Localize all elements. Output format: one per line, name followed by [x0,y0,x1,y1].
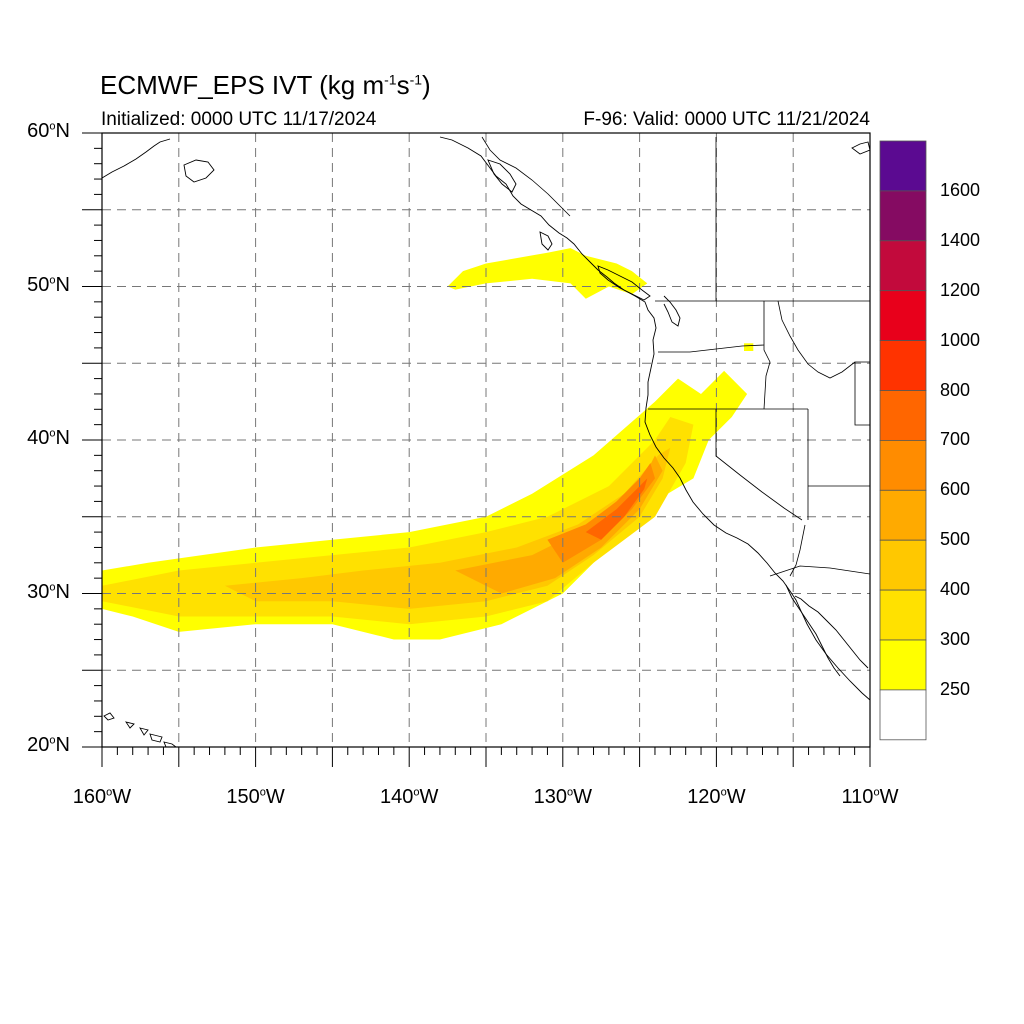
atmospheric-river-600-contour [547,463,655,563]
colorbar-level-label: 1600 [940,179,981,200]
lat-label: 30oN [27,580,70,603]
colorbar-swatch [879,689,927,741]
isolated-cell-250-contour [744,343,754,351]
wyoming-border [854,361,870,426]
colorbar-swatch [879,140,927,192]
map-title: ECMWF_EPS IVT (kg m-1s-1) [100,70,431,100]
colorbar-level-label: 1200 [940,279,981,300]
colorbar-level-label: 1000 [940,329,981,350]
colorbar-level-label: 400 [940,579,971,600]
graticule [102,133,870,747]
lat-label: 50oN [27,273,70,296]
colorbar-swatch [879,489,927,541]
montana-idaho-border [777,300,856,379]
idaho-border [763,301,771,410]
colorbar-level-label: 600 [940,479,971,500]
colorbar-level-label: 700 [940,429,971,450]
colorbar-level-label: 1400 [940,229,981,250]
colorbar-swatch [879,589,927,641]
colorbar-swatch [879,439,927,491]
political-borders [481,136,870,577]
mexico-us-border [769,565,870,577]
colorbar [879,140,927,741]
lon-label: 130oW [533,786,592,808]
colorbar-swatch [879,539,927,591]
colorbar-swatch [879,639,927,691]
baja-peninsula [785,584,841,677]
gulf-of-california-east [794,595,869,669]
atmospheric-river-700-contour [585,478,648,540]
valid-time: F-96: Valid: 0000 UTC 11/21/2024 [583,109,870,130]
moisture-plume-250-contour [447,248,648,299]
arizona-border [789,524,806,577]
lon-label: 160oW [72,786,132,808]
colorbar-swatch [879,190,927,242]
atmospheric-river-500-contour [455,455,663,594]
ivt-fields [102,248,754,640]
colorbar-level-label: 500 [940,529,971,550]
oregon-washington-border [658,344,765,353]
north-america-coastline [439,136,870,701]
kodiak-island [183,159,215,183]
lon-label: 120oW [687,786,746,808]
colorbar-swatch [879,390,927,441]
colorbar-swatch [879,290,927,342]
lon-label: 150oW [226,786,285,808]
lat-label: 60oN [27,120,70,142]
colorbar-swatch [879,340,927,391]
coastlines [102,136,870,747]
hawaii-islands [103,712,177,747]
lon-label: 140oW [379,786,439,808]
puget-sound [663,295,681,327]
alaska-mainland [102,138,171,179]
nevada-california-border [715,409,803,521]
lat-label: 20oN [27,734,70,756]
colorbar-level-label: 800 [940,379,971,400]
southeast-alaska-islands [487,159,517,193]
alaska-canada-border [481,136,571,217]
colorbar-swatch [879,240,927,292]
initialized-time: Initialized: 0000 UTC 11/17/2024 [101,109,377,130]
haida-gwaii [539,231,553,251]
colorbar-level-label: 300 [940,629,971,649]
vancouver-island [597,265,651,301]
lat-label: 40oN [27,427,70,449]
colorbar-level-label: 250 [940,678,971,699]
map-frame [82,132,871,767]
yukon-coast [851,141,870,155]
lon-label: 110oW [841,786,899,808]
